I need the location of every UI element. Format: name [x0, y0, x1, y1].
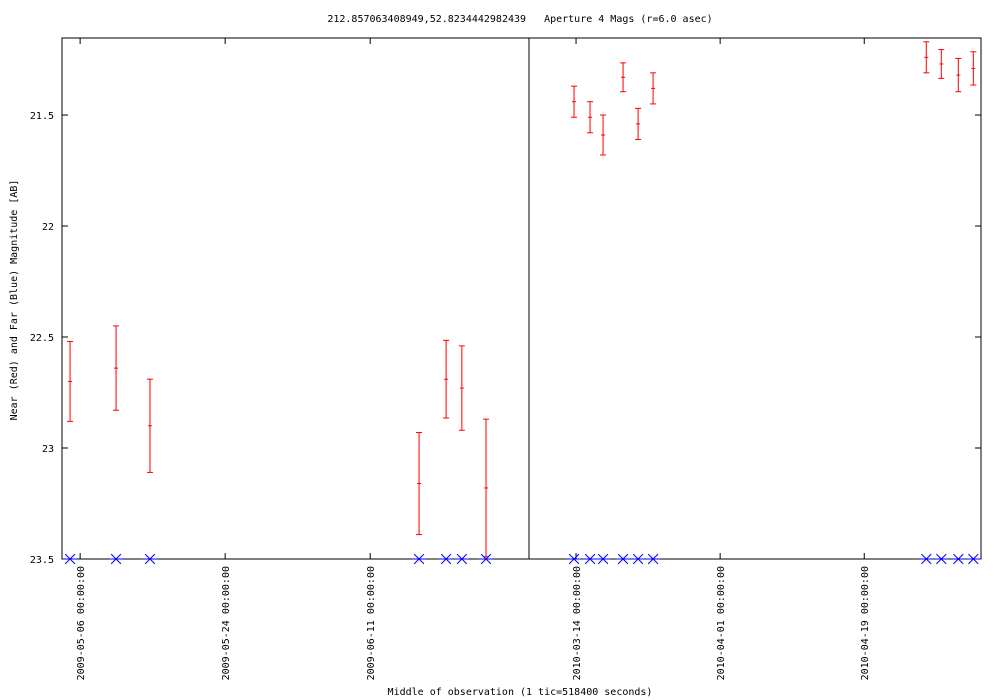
- star-marker: [934, 553, 949, 565]
- error-bar: [443, 339, 450, 419]
- y-tick-label: 21.5: [30, 111, 54, 122]
- star-marker: [412, 553, 427, 565]
- error-bar: [67, 340, 74, 422]
- error-bar: [146, 378, 153, 473]
- x-tick-label: 2009-05-24 00:00:00: [221, 566, 232, 680]
- x-axis-label: Middle of observation (1 tic=518400 seco…: [388, 687, 653, 698]
- star-marker: [966, 553, 981, 565]
- error-bar: [955, 57, 962, 93]
- plot-frame: [61, 37, 982, 560]
- star-marker: [616, 553, 631, 565]
- error-bar: [587, 101, 594, 134]
- y-axis-label: Near (Red) and Far (Blue) Magnitude [AB]: [9, 180, 20, 421]
- chart-title: 212.857063408949,52.8234442982439 Apertu…: [327, 14, 712, 25]
- error-bar: [416, 431, 423, 536]
- x-tick-label: 2010-04-19 00:00:00: [860, 566, 871, 680]
- y-tick-label: 23: [42, 444, 54, 455]
- error-bar: [923, 41, 930, 74]
- error-bar: [938, 49, 945, 79]
- star-marker: [631, 553, 646, 565]
- star-marker: [951, 553, 966, 565]
- y-tick-label: 22.5: [30, 333, 54, 344]
- error-bar: [571, 85, 578, 118]
- star-marker: [142, 553, 157, 565]
- error-bar: [650, 72, 657, 105]
- x-tick-label: 2010-04-01 00:00:00: [716, 566, 727, 680]
- star-marker: [646, 553, 661, 565]
- error-bar: [600, 114, 607, 156]
- error-bar: [635, 107, 642, 140]
- x-tick-label: 2009-06-11 00:00:00: [366, 566, 377, 680]
- star-marker: [439, 553, 454, 565]
- error-bar: [113, 325, 120, 411]
- star-marker: [454, 553, 469, 565]
- star-marker: [479, 553, 494, 565]
- error-bar: [620, 62, 627, 93]
- y-tick-label: 22: [42, 222, 54, 233]
- x-tick-label: 2009-05-06 00:00:00: [76, 566, 87, 680]
- x-tick-label: 2010-03-14 00:00:00: [572, 566, 583, 680]
- error-bar: [483, 418, 490, 558]
- star-marker: [109, 553, 124, 565]
- y-tick-label: 23.5: [30, 555, 54, 566]
- star-marker: [63, 553, 78, 565]
- star-marker: [596, 553, 611, 565]
- star-marker: [567, 553, 582, 565]
- error-bar: [970, 51, 977, 86]
- star-marker: [583, 553, 598, 565]
- star-marker: [919, 553, 934, 565]
- error-bar: [458, 345, 465, 431]
